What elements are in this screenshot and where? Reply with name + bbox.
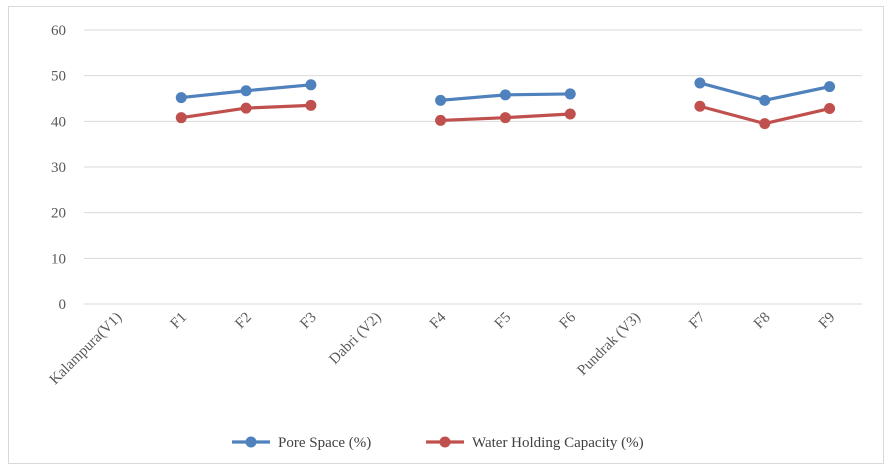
data-point	[694, 77, 706, 89]
data-point	[759, 118, 771, 130]
y-tick-label: 30	[51, 160, 66, 176]
gridlines	[84, 29, 862, 305]
x-tick-label: F4	[427, 309, 450, 332]
legend: Pore Space (%) Water Holding Capacity (%)	[232, 435, 644, 451]
data-point	[824, 103, 836, 115]
data-point	[240, 85, 252, 97]
x-tick-label: F1	[168, 310, 191, 333]
series-2	[175, 99, 836, 130]
x-tick-label: F6	[557, 309, 580, 332]
legend-marker	[245, 436, 257, 448]
x-axis: Kalampura(V1) F1 F2 F3 Dabri (V2) F4 F5 F6Pundr…	[47, 309, 839, 388]
legend-marker	[439, 436, 451, 448]
y-axis: 0 10 20 30 40 50 60	[51, 23, 66, 313]
y-tick-label: 60	[51, 23, 66, 39]
data-point	[824, 81, 836, 93]
data-point	[564, 88, 576, 100]
data-point	[564, 108, 576, 120]
data-point	[435, 94, 447, 106]
legend-label: Water Holding Capacity (%)	[472, 435, 644, 451]
x-tick-label: F8	[751, 310, 774, 333]
data-point	[305, 99, 317, 111]
y-tick-label: 10	[51, 251, 66, 267]
chart-frame	[8, 6, 884, 464]
y-tick-label: 50	[51, 69, 66, 85]
series-1	[175, 77, 836, 106]
x-tick-label: F7	[686, 309, 709, 332]
x-tick-label: F2	[232, 310, 255, 333]
data-point	[759, 94, 771, 106]
data-point	[499, 112, 511, 124]
legend-item-2: Water Holding Capacity (%)	[426, 435, 644, 451]
x-tick-label: Pundrak (V3)	[575, 310, 644, 379]
data-point	[305, 79, 317, 91]
data-point	[694, 100, 706, 112]
y-tick-label: 0	[59, 297, 67, 313]
y-tick-label: 20	[51, 206, 66, 222]
x-tick-label: F9	[816, 310, 839, 333]
x-tick-label: F3	[297, 310, 320, 333]
x-tick-label: Kalampura(V1)	[47, 310, 125, 388]
series-group	[175, 77, 836, 130]
data-point	[435, 114, 447, 126]
data-point	[175, 92, 187, 104]
x-tick-label: Dabri (V2)	[326, 310, 384, 368]
y-tick-label: 40	[51, 114, 66, 130]
data-point	[499, 89, 511, 101]
data-point	[175, 112, 187, 124]
legend-item-1: Pore Space (%)	[232, 435, 371, 451]
legend-label: Pore Space (%)	[278, 435, 371, 451]
x-tick-label: F5	[492, 310, 515, 333]
data-point	[240, 102, 252, 114]
